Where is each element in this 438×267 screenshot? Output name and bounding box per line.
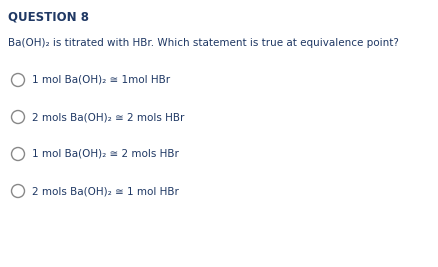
Text: 2 mols Ba(OH)₂ ≅ 1 mol HBr: 2 mols Ba(OH)₂ ≅ 1 mol HBr <box>32 186 179 196</box>
Text: QUESTION 8: QUESTION 8 <box>8 10 89 23</box>
Text: 1 mol Ba(OH)₂ ≅ 1mol HBr: 1 mol Ba(OH)₂ ≅ 1mol HBr <box>32 75 170 85</box>
Text: 1 mol Ba(OH)₂ ≅ 2 mols HBr: 1 mol Ba(OH)₂ ≅ 2 mols HBr <box>32 149 179 159</box>
Text: 2 mols Ba(OH)₂ ≅ 2 mols HBr: 2 mols Ba(OH)₂ ≅ 2 mols HBr <box>32 112 184 122</box>
Text: Ba(OH)₂ is titrated with HBr. Which statement is true at equivalence point?: Ba(OH)₂ is titrated with HBr. Which stat… <box>8 38 399 48</box>
